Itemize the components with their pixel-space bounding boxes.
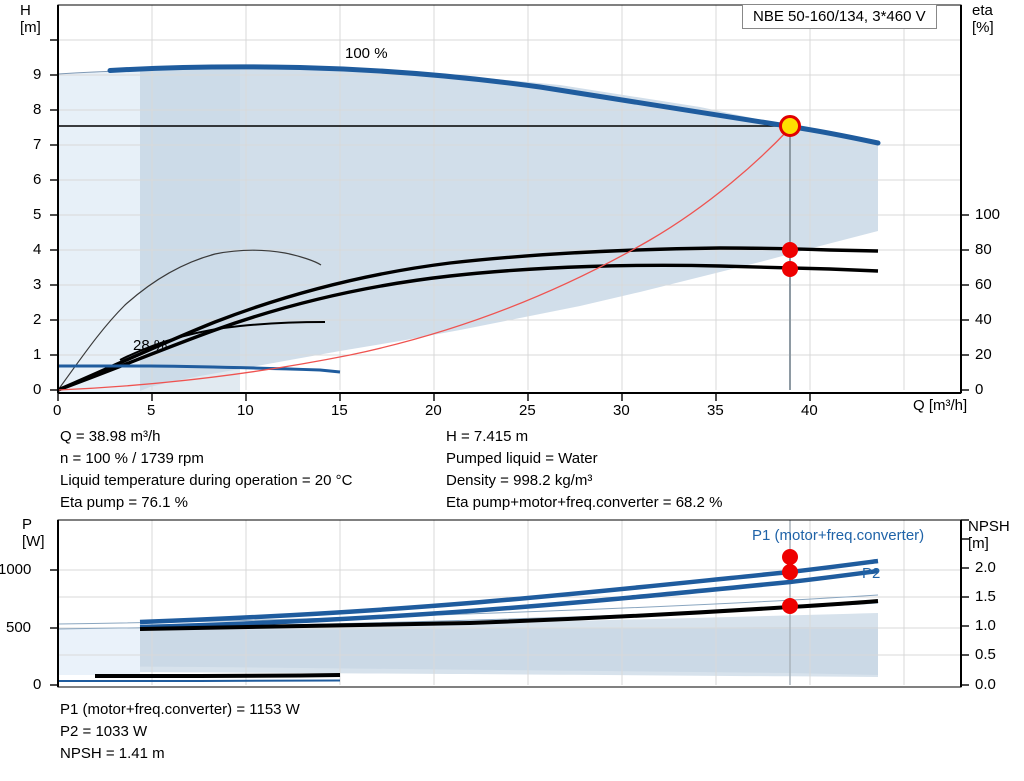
xtick-q-25: 25	[519, 402, 536, 419]
marker-eta-pump	[782, 242, 798, 258]
duty-point-marker[interactable]	[779, 115, 801, 137]
lower-envelope-light	[58, 629, 140, 675]
p1-curve	[139, 558, 879, 625]
power-reference-curve	[58, 127, 791, 391]
p-28-curve-blue	[58, 679, 341, 682]
info-q: Q = 38.98 m³/h	[60, 428, 161, 445]
lower-y-left-axis-label: P [W]	[22, 516, 45, 550]
xtick-q-15: 15	[331, 402, 348, 419]
marker-npsh	[782, 598, 798, 614]
ytick-h-5: 5	[33, 206, 42, 223]
head-curve-28	[58, 364, 341, 374]
xtick-q-0: 0	[53, 402, 62, 419]
upper-x-ticks	[57, 393, 811, 401]
info-p2: P2 = 1033 W	[60, 723, 148, 740]
npsh-curve	[139, 599, 879, 631]
curve-label-28-percent: 28 %	[133, 337, 168, 354]
ytick-p-0: 0	[33, 676, 42, 693]
pump-model-title: NBE 50-160/134, 3*460 V	[742, 4, 937, 29]
info-pumped-liquid: Pumped liquid = Water	[446, 450, 598, 467]
info-n: n = 100 % / 1739 rpm	[60, 450, 204, 467]
lower-left-ticks	[50, 569, 58, 686]
info-npsh: NPSH = 1.41 m	[60, 745, 165, 762]
lower-shaded-band	[58, 613, 878, 677]
upper-x-axis-label: Q [m³/h]	[913, 397, 968, 414]
legend-p2: P2	[862, 565, 881, 582]
ytick-p-1000: 1000	[0, 561, 32, 578]
envelope-left-edge	[140, 67, 240, 393]
xtick-q-35: 35	[707, 402, 724, 419]
ytick-h-1: 1	[33, 346, 42, 363]
eta-curve-28	[58, 249, 322, 391]
xtick-q-20: 20	[425, 402, 442, 419]
envelope-inner-wedge	[58, 71, 140, 393]
ytick-npsh-05: 0.5	[975, 646, 996, 663]
ytick-eta-40: 40	[975, 311, 992, 328]
curve-label-100-percent: 100 %	[345, 45, 388, 62]
xtick-q-5: 5	[147, 402, 156, 419]
ytick-npsh-15: 1.5	[975, 588, 996, 605]
eta-branch-reduced	[119, 321, 326, 361]
legend-p1: P1 (motor+freq.converter)	[752, 527, 925, 544]
ytick-eta-80: 80	[975, 241, 992, 258]
ytick-h-2: 2	[33, 311, 42, 328]
ytick-h-6: 6	[33, 171, 42, 188]
upper-left-ticks	[50, 39, 58, 391]
envelope-region	[58, 67, 878, 393]
upper-chart-graphic	[50, 4, 969, 401]
ytick-h-0: 0	[33, 381, 42, 398]
ytick-p-500: 500	[6, 619, 32, 636]
info-h: H = 7.415 m	[446, 428, 529, 445]
xtick-q-10: 10	[237, 402, 254, 419]
ytick-eta-100: 100	[975, 206, 1001, 223]
info-p1: P1 (motor+freq.converter) = 1153 W	[60, 701, 300, 718]
ytick-npsh-00: 0.0	[975, 676, 996, 693]
ytick-eta-0: 0	[975, 381, 984, 398]
upper-y-right-axis-label: eta [%]	[972, 2, 994, 36]
ytick-h-3: 3	[33, 276, 42, 293]
eta-total-curve	[58, 263, 879, 392]
lower-y-right-axis-label: NPSH [m]	[968, 518, 1010, 552]
ytick-eta-60: 60	[975, 276, 992, 293]
ytick-h-8: 8	[33, 101, 42, 118]
ytick-npsh-20: 2.0	[975, 559, 996, 576]
upper-right-ticks	[961, 214, 969, 391]
info-liquid-temp: Liquid temperature during operation = 20…	[60, 472, 353, 489]
lower-right-ticks	[961, 519, 969, 686]
ytick-h-9: 9	[33, 66, 42, 83]
lower-chart-graphic	[50, 519, 969, 688]
info-eta-total: Eta pump+motor+freq.converter = 68.2 %	[446, 494, 723, 511]
marker-p1	[782, 549, 798, 565]
ytick-h-7: 7	[33, 136, 42, 153]
xtick-q-40: 40	[801, 402, 818, 419]
ytick-h-4: 4	[33, 241, 42, 258]
p-28-curve	[95, 673, 341, 678]
info-density: Density = 998.2 kg/m³	[446, 472, 593, 489]
ytick-eta-20: 20	[975, 346, 992, 363]
p2-curve	[139, 568, 879, 630]
upper-y-left-axis-label: H [m]	[20, 2, 41, 36]
marker-eta-total	[782, 261, 798, 277]
xtick-q-30: 30	[613, 402, 630, 419]
info-eta-pump: Eta pump = 76.1 %	[60, 494, 188, 511]
ytick-npsh-10: 1.0	[975, 617, 996, 634]
marker-p2	[782, 564, 798, 580]
